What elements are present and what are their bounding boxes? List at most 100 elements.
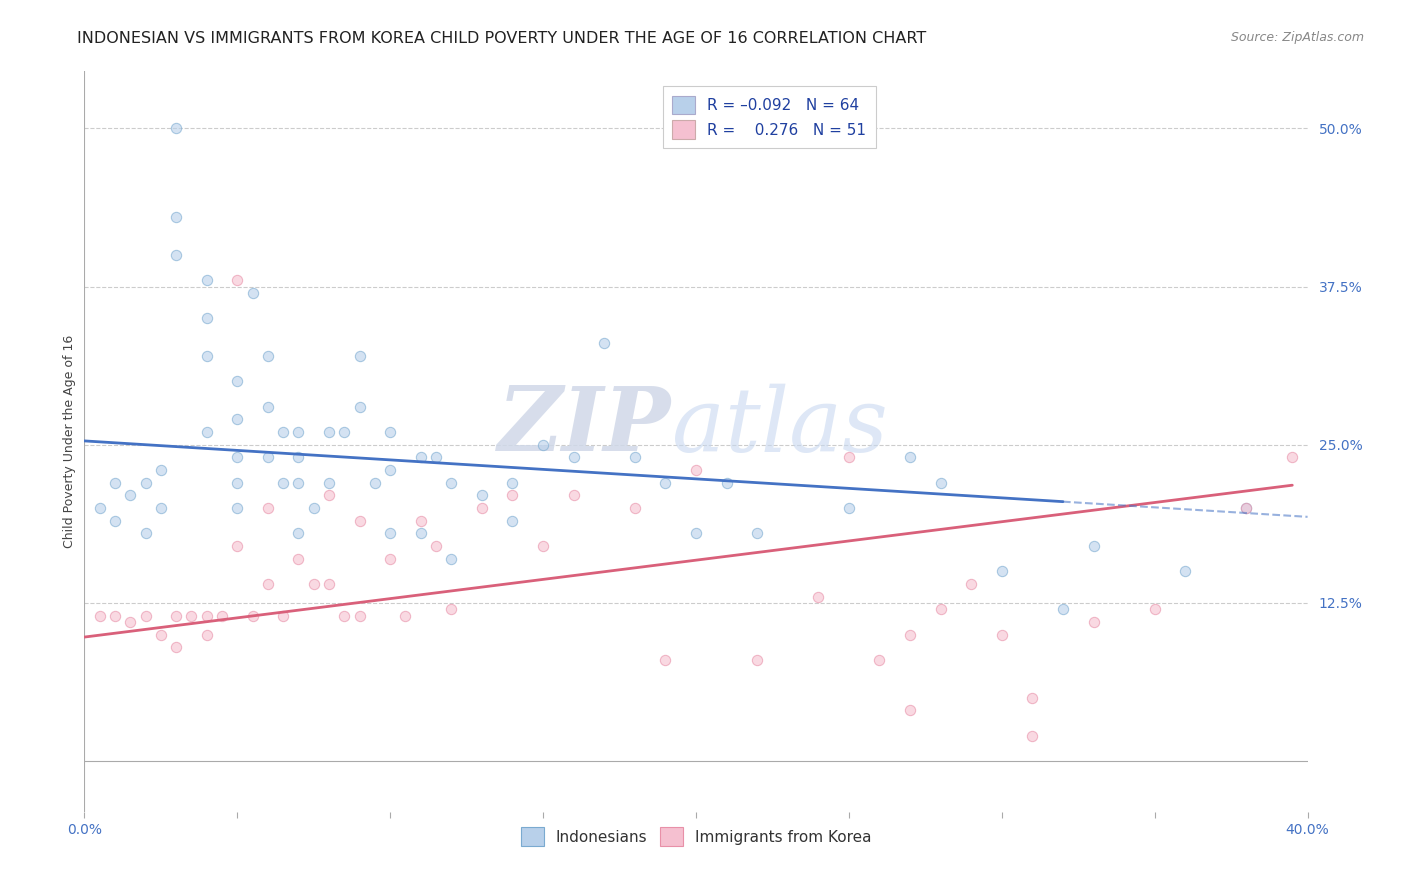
Point bbox=[1174, 564, 1197, 578]
Point bbox=[287, 475, 309, 490]
Point bbox=[1236, 500, 1258, 515]
Point bbox=[120, 488, 142, 502]
Point bbox=[333, 608, 356, 623]
Point bbox=[104, 608, 127, 623]
Point bbox=[349, 400, 371, 414]
Point bbox=[287, 450, 309, 465]
Point bbox=[716, 475, 738, 490]
Point bbox=[226, 450, 249, 465]
Point bbox=[1143, 602, 1166, 616]
Point bbox=[226, 475, 249, 490]
Point bbox=[257, 500, 280, 515]
Point bbox=[149, 627, 172, 641]
Point bbox=[195, 608, 218, 623]
Point bbox=[135, 526, 157, 541]
Point bbox=[257, 450, 280, 465]
Point bbox=[685, 463, 707, 477]
Point bbox=[929, 602, 952, 616]
Point bbox=[1083, 615, 1105, 629]
Point bbox=[562, 488, 585, 502]
Point bbox=[195, 627, 218, 641]
Text: INDONESIAN VS IMMIGRANTS FROM KOREA CHILD POVERTY UNDER THE AGE OF 16 CORRELATIO: INDONESIAN VS IMMIGRANTS FROM KOREA CHIL… bbox=[77, 31, 927, 46]
Point bbox=[135, 608, 157, 623]
Point bbox=[195, 425, 218, 439]
Point bbox=[195, 349, 218, 363]
Point bbox=[991, 564, 1014, 578]
Point bbox=[226, 500, 249, 515]
Point bbox=[440, 602, 463, 616]
Point bbox=[1083, 539, 1105, 553]
Point bbox=[226, 412, 249, 426]
Point bbox=[211, 608, 233, 623]
Text: ZIP: ZIP bbox=[498, 384, 672, 470]
Point bbox=[242, 285, 264, 300]
Point bbox=[380, 425, 402, 439]
Point bbox=[898, 627, 921, 641]
Point bbox=[226, 375, 249, 389]
Point bbox=[394, 608, 416, 623]
Point bbox=[165, 210, 187, 224]
Point bbox=[257, 349, 280, 363]
Point bbox=[502, 514, 524, 528]
Point bbox=[380, 463, 402, 477]
Point bbox=[531, 539, 554, 553]
Point bbox=[165, 248, 187, 262]
Point bbox=[502, 488, 524, 502]
Point bbox=[226, 539, 249, 553]
Point bbox=[165, 640, 187, 655]
Point bbox=[349, 514, 371, 528]
Point bbox=[242, 608, 264, 623]
Point bbox=[149, 500, 172, 515]
Point bbox=[302, 500, 325, 515]
Point bbox=[1281, 450, 1303, 465]
Point bbox=[654, 653, 676, 667]
Point bbox=[685, 526, 707, 541]
Point bbox=[425, 539, 447, 553]
Point bbox=[287, 425, 309, 439]
Point bbox=[287, 551, 309, 566]
Point bbox=[380, 526, 402, 541]
Text: atlas: atlas bbox=[672, 384, 887, 470]
Point bbox=[624, 500, 647, 515]
Point bbox=[89, 608, 111, 623]
Point bbox=[991, 627, 1014, 641]
Point bbox=[1052, 602, 1074, 616]
Point bbox=[195, 311, 218, 326]
Point bbox=[440, 551, 463, 566]
Point bbox=[807, 590, 830, 604]
Point bbox=[287, 526, 309, 541]
Point bbox=[471, 488, 494, 502]
Point bbox=[654, 475, 676, 490]
Point bbox=[257, 577, 280, 591]
Point bbox=[1021, 690, 1043, 705]
Point bbox=[104, 514, 127, 528]
Point bbox=[380, 551, 402, 566]
Point bbox=[318, 577, 340, 591]
Point bbox=[960, 577, 983, 591]
Point bbox=[104, 475, 127, 490]
Point bbox=[180, 608, 202, 623]
Point bbox=[898, 450, 921, 465]
Point bbox=[318, 488, 340, 502]
Point bbox=[271, 608, 294, 623]
Point bbox=[838, 450, 860, 465]
Point bbox=[747, 653, 769, 667]
Point bbox=[165, 121, 187, 136]
Point bbox=[349, 349, 371, 363]
Point bbox=[271, 475, 294, 490]
Point bbox=[1021, 729, 1043, 743]
Point bbox=[1236, 500, 1258, 515]
Point bbox=[257, 400, 280, 414]
Point bbox=[409, 514, 432, 528]
Point bbox=[349, 608, 371, 623]
Point bbox=[929, 475, 952, 490]
Point bbox=[364, 475, 387, 490]
Point bbox=[425, 450, 447, 465]
Point bbox=[135, 475, 157, 490]
Point bbox=[502, 475, 524, 490]
Point bbox=[747, 526, 769, 541]
Point bbox=[869, 653, 891, 667]
Text: Source: ZipAtlas.com: Source: ZipAtlas.com bbox=[1230, 31, 1364, 45]
Point bbox=[165, 608, 187, 623]
Point bbox=[318, 425, 340, 439]
